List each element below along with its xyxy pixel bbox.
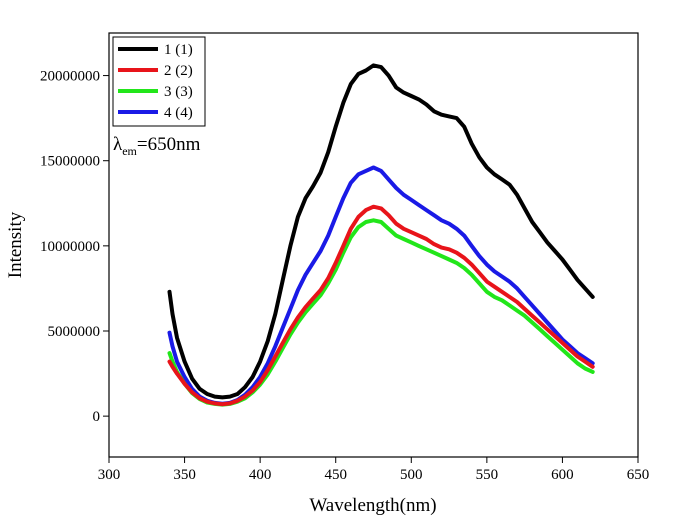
x-tick-label: 500 [400, 467, 423, 483]
legend-label: 4 (4) [164, 105, 193, 121]
x-tick-label: 450 [324, 467, 347, 483]
y-tick-label: 20000000 [40, 69, 100, 85]
x-tick-label: 400 [249, 467, 272, 483]
y-tick-label: 10000000 [40, 239, 100, 255]
legend-label: 1 (1) [164, 42, 193, 58]
y-axis-title: Intensity [5, 211, 26, 278]
legend-label: 3 (3) [164, 84, 193, 100]
legend-label: 2 (2) [164, 63, 193, 79]
x-tick-label: 550 [476, 467, 499, 483]
annotation-text: =650nm [137, 134, 201, 155]
annotation-subscript: em [122, 144, 137, 158]
x-tick-label: 600 [551, 467, 574, 483]
annotation: λem=650nm [113, 134, 201, 158]
annotation-symbol: λ [113, 134, 123, 155]
y-tick-label: 15000000 [40, 154, 100, 170]
y-tick-label: 0 [93, 409, 101, 425]
legend: 1 (1) 2 (2) 3 (3) 4 (4) [112, 36, 206, 127]
series-line [167, 63, 595, 400]
plot-frame [108, 32, 639, 458]
x-tick-label: 350 [173, 467, 196, 483]
y-tick-label: 5000000 [48, 324, 101, 340]
series-line [167, 165, 595, 406]
x-axis: 300 350 400 450 500 550 600 650 [98, 457, 650, 483]
x-tick-label: 650 [627, 467, 650, 483]
y-axis: 0 5000000 10000000 15000000 20000000 [40, 69, 109, 425]
series-line [167, 204, 595, 407]
series-layer [167, 63, 595, 407]
x-axis-title: Wavelength(nm) [309, 495, 436, 516]
x-tick-label: 300 [98, 467, 121, 483]
